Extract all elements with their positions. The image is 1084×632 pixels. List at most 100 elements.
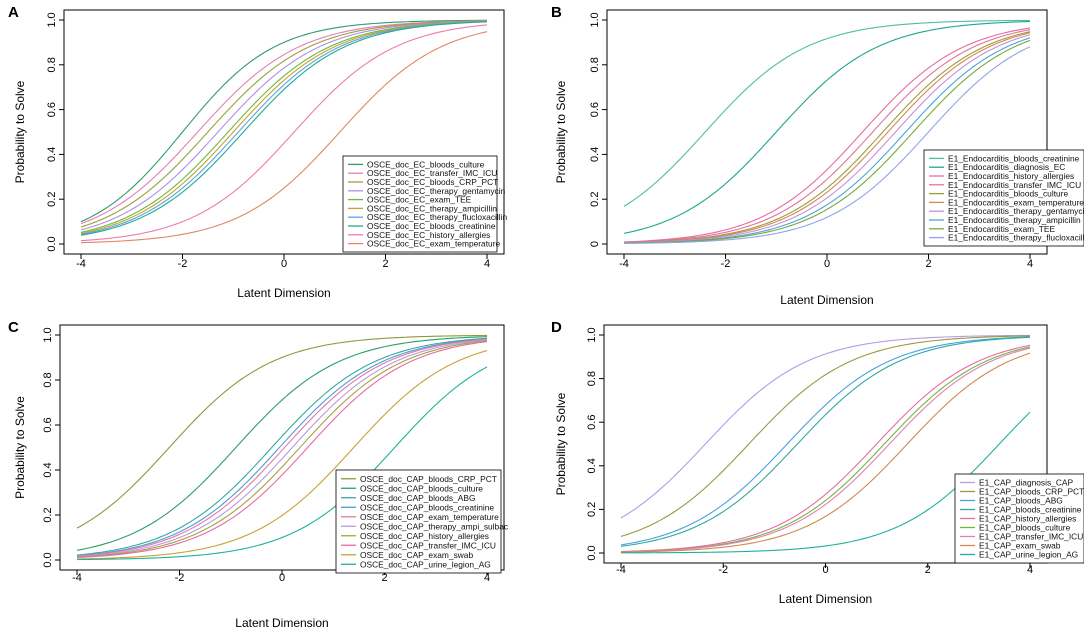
legend-entry: E1_Endocarditis_therapy_gentamycin	[948, 206, 1084, 216]
series-line-3	[623, 27, 1031, 243]
legend-box	[923, 149, 1084, 247]
series-line-2	[620, 335, 1031, 537]
y-tick-label: 0.2	[46, 192, 58, 207]
legend-entry: OSCE_doc_CAP_bloods_CRP_PCT	[360, 474, 497, 484]
legend: OSCE_doc_CAP_bloods_CRP_PCTOSCE_doc_CAP_…	[335, 469, 508, 574]
y-tick-label: 0.8	[586, 371, 598, 386]
series-line-3	[76, 337, 488, 556]
y-tick-label: 0.6	[42, 417, 54, 432]
x-tick-label: -2	[721, 258, 731, 270]
x-tick-label: 0	[281, 258, 287, 270]
legend-entry: OSCE_doc_EC_therapy_ampicillin	[367, 203, 497, 213]
series-line-4	[623, 29, 1031, 243]
legend: E1_Endocarditis_bloods_creatinineE1_Endo…	[923, 149, 1084, 247]
legend-entry: OSCE_doc_CAP_urine_legion_AG	[360, 559, 491, 569]
y-tick-label: 0.4	[586, 458, 598, 473]
legend-entry: OSCE_doc_CAP_therapy_ampi_sulbac	[360, 521, 508, 531]
legend-entry: E1_Endocarditis_therapy_flucloxacillin	[948, 233, 1084, 243]
y-tick-label: 1.0	[586, 327, 598, 342]
legend-box	[954, 473, 1084, 564]
x-tick-label: 0	[822, 564, 828, 576]
legend-entry: E1_Endocarditis_transfer_IMC_ICU	[948, 180, 1081, 190]
x-tick-label: 2	[382, 258, 388, 270]
series-line-8	[76, 341, 488, 559]
x-tick-label: -4	[616, 564, 626, 576]
x-tick-label: -4	[619, 258, 629, 270]
series-line-4	[76, 338, 488, 557]
y-tick-label: 1.0	[589, 12, 601, 27]
series-line-4	[80, 20, 488, 231]
x-tick-label: 4	[1027, 258, 1033, 270]
panel-label-d: D	[551, 319, 562, 336]
y-tick-label: 0.6	[46, 102, 58, 117]
series-line-7	[623, 34, 1031, 244]
x-tick-label: 4	[484, 258, 490, 270]
panel-c: -4 -2 0 2 4 0.0 0.2 0.4 0.6 0.8 1.0 Latent Dimensio…	[13, 324, 508, 630]
y-tick-label: 0.6	[586, 415, 598, 430]
x-tick-label: 2	[381, 572, 387, 584]
x-axis-title: Latent Dimension	[780, 293, 873, 307]
legend-entry: OSCE_doc_CAP_transfer_IMC_ICU	[360, 540, 496, 550]
x-tick-label: -4	[76, 258, 86, 270]
series-line-4	[620, 336, 1031, 547]
y-tick-label: 0.2	[42, 507, 54, 522]
legend-entry: E1_CAP_history_allergies	[979, 514, 1076, 524]
y-tick-label: 0.4	[42, 462, 54, 477]
legend-entry: OSCE_doc_EC_bloods_CRP_PCT	[367, 177, 498, 187]
legend-entry: E1_Endocarditis_therapy_ampicillin	[948, 215, 1081, 225]
series-line-1	[623, 19, 1031, 207]
x-axis-title: Latent Dimension	[779, 592, 872, 606]
legend: E1_CAP_diagnosis_CAPE1_CAP_bloods_CRP_PC…	[954, 473, 1084, 564]
legend-entry: E1_CAP_bloods_ABG	[979, 496, 1063, 506]
legend-entry: E1_Endocarditis_history_allergies	[948, 171, 1074, 181]
legend-entry: OSCE_doc_EC_bloods_creatinine	[367, 221, 496, 231]
series-line-7	[620, 347, 1031, 553]
legend-entry: OSCE_doc_CAP_bloods_culture	[360, 483, 483, 493]
y-tick-label: 0.0	[46, 236, 58, 251]
y-tick-label: 0	[589, 241, 601, 247]
y-tick-label: 0.4	[46, 147, 58, 162]
legend-entry: OSCE_doc_EC_transfer_IMC_ICU	[367, 168, 497, 178]
legend-entry: E1_CAP_bloods_CRP_PCT	[979, 487, 1084, 497]
legend-entry: OSCE_doc_EC_therapy_flucloxacillin	[367, 212, 507, 222]
legend-entry: OSCE_doc_EC_history_allergies	[367, 230, 490, 240]
legend-entry: E1_CAP_diagnosis_CAP	[979, 478, 1073, 488]
y-tick-label: 0.2	[586, 502, 598, 517]
legend-entry: E1_CAP_bloods_creatinine	[979, 505, 1082, 515]
x-tick-label: -4	[72, 572, 82, 584]
legend-entry: E1_Endocarditis_diagnosis_EC	[948, 162, 1065, 172]
legend-entry: E1_CAP_urine_legion_AG	[979, 550, 1078, 560]
legend-box	[335, 469, 502, 574]
series-line-1	[80, 19, 488, 223]
y-tick-label: 1.0	[46, 12, 58, 27]
x-tick-label: 2	[925, 258, 931, 270]
series-line-9	[76, 350, 488, 560]
series-line-2	[80, 20, 488, 225]
y-tick-label: 0.4	[589, 147, 601, 162]
x-axis-title: Latent Dimension	[235, 616, 328, 630]
y-axis-title: Probability to Solve	[13, 396, 27, 499]
y-tick-label: 0.8	[46, 57, 58, 72]
legend-entry: E1_CAP_transfer_IMC_ICU	[979, 532, 1083, 542]
y-axis-title: Probability to Solve	[554, 80, 568, 183]
series-line-7	[76, 340, 488, 558]
x-tick-label: 0	[279, 572, 285, 584]
series-line-9	[80, 24, 488, 242]
x-tick-label: 0	[824, 258, 830, 270]
x-tick-label: 4	[484, 572, 490, 584]
y-tick-label: 0.8	[42, 372, 54, 387]
series-line-6	[76, 339, 488, 558]
panel-label-a: A	[8, 4, 19, 21]
y-axis-title: Probability to Solve	[554, 392, 568, 495]
legend-entry: OSCE_doc_CAP_bloods_creatinine	[360, 502, 494, 512]
legend-entry: OSCE_doc_EC_bloods_culture	[367, 159, 485, 169]
panel-d: -4 -2 0 2 4 0.0 0.2 0.4 0.6 0.8 1.0 Latent Dimensio…	[554, 324, 1084, 606]
legend-entry: E1_CAP_bloods_culture	[979, 523, 1071, 533]
series-line-3	[80, 20, 488, 228]
series-line-2	[623, 20, 1031, 234]
series-line-6	[80, 20, 488, 234]
y-tick-label: 0.0	[586, 545, 598, 560]
panel-label-b: B	[551, 4, 562, 21]
x-axis-title: Latent Dimension	[237, 286, 330, 300]
